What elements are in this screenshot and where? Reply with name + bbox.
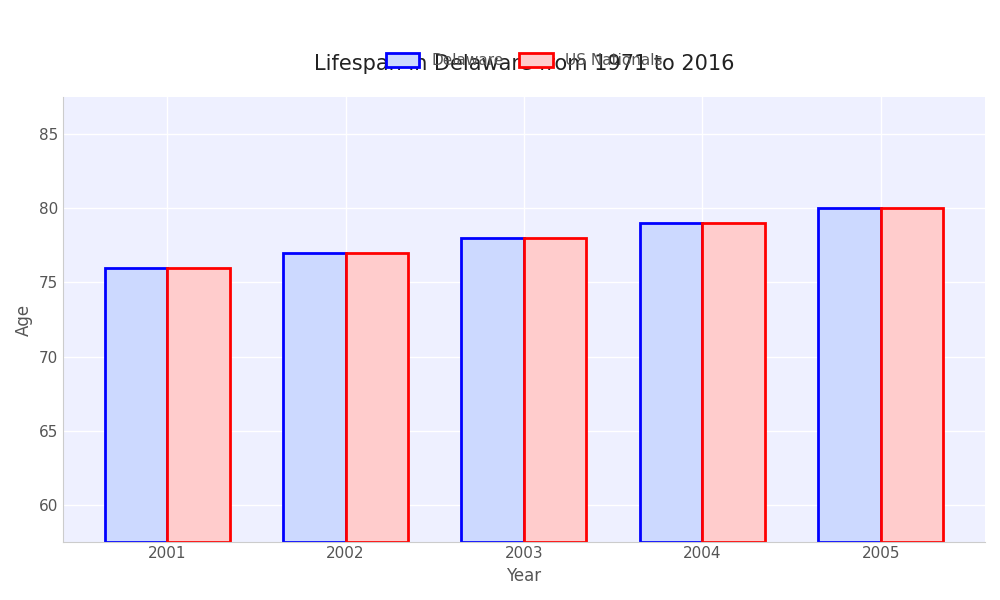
Bar bbox=[702, 223, 765, 542]
Title: Lifespan in Delaware from 1971 to 2016: Lifespan in Delaware from 1971 to 2016 bbox=[314, 53, 734, 74]
Bar bbox=[105, 268, 167, 542]
Bar bbox=[461, 238, 524, 542]
Bar bbox=[524, 238, 586, 542]
X-axis label: Year: Year bbox=[506, 567, 541, 585]
Bar bbox=[881, 208, 943, 542]
Legend: Delaware, US Nationals: Delaware, US Nationals bbox=[379, 47, 668, 74]
Y-axis label: Age: Age bbox=[15, 304, 33, 335]
Bar bbox=[640, 223, 702, 542]
Bar bbox=[283, 253, 346, 542]
Bar bbox=[167, 268, 230, 542]
Bar bbox=[818, 208, 881, 542]
Bar bbox=[346, 253, 408, 542]
